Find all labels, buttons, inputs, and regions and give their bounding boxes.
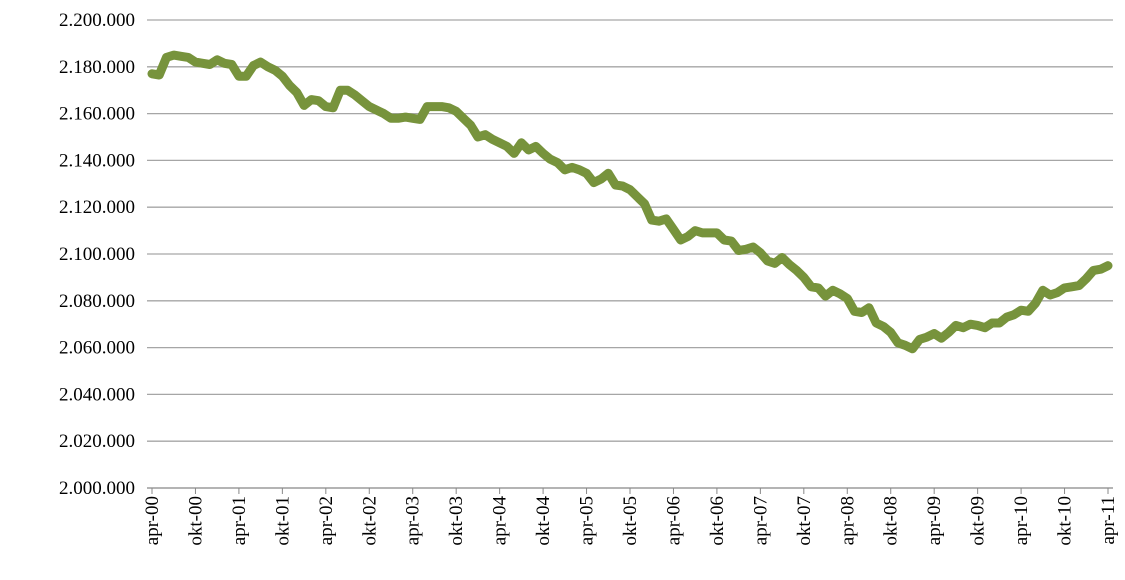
x-tick-label: okt-09	[968, 496, 989, 546]
x-tick-label: okt-04	[533, 496, 554, 546]
x-tick-label: okt-01	[272, 496, 293, 546]
x-tick-label: okt-05	[620, 496, 641, 546]
x-tick-label: okt-02	[359, 496, 380, 546]
x-tick-label: apr-01	[229, 496, 250, 545]
y-tick-label: 2.160.000	[59, 104, 135, 125]
x-tick-label: apr-02	[316, 496, 337, 545]
x-tick-label: apr-07	[750, 496, 771, 545]
y-tick-label: 2.060.000	[59, 338, 135, 359]
x-tick-label: apr-10	[1011, 496, 1032, 545]
y-tick-label: 2.040.000	[59, 384, 135, 405]
x-tick-label: apr-06	[663, 496, 684, 545]
x-tick-label: apr-09	[924, 496, 945, 545]
y-tick-label: 2.120.000	[59, 197, 135, 218]
y-tick-label: 2.200.000	[59, 10, 135, 31]
x-tick-label: okt-10	[1055, 496, 1076, 546]
x-tick-label: apr-11	[1098, 496, 1119, 545]
x-tick-label: okt-08	[881, 496, 902, 546]
x-tick-label: okt-00	[185, 496, 206, 546]
x-tick-label: apr-04	[490, 496, 511, 546]
y-tick-label: 2.000.000	[59, 478, 135, 499]
y-tick-label: 2.080.000	[59, 291, 135, 312]
x-tick-label: apr-00	[142, 496, 163, 545]
y-tick-label: 2.020.000	[59, 431, 135, 452]
x-tick-label: okt-07	[794, 496, 815, 546]
x-tick-label: okt-03	[446, 496, 467, 546]
y-tick-label: 2.140.000	[59, 150, 135, 171]
x-tick-label: apr-03	[403, 496, 424, 545]
data-line	[147, 50, 1113, 354]
y-tick-label: 2.180.000	[59, 57, 135, 78]
x-tick-label: apr-08	[837, 496, 858, 545]
x-tick-label: okt-06	[707, 496, 728, 546]
y-tick-label: 2.100.000	[59, 244, 135, 265]
x-tick-label: apr-05	[577, 496, 598, 545]
